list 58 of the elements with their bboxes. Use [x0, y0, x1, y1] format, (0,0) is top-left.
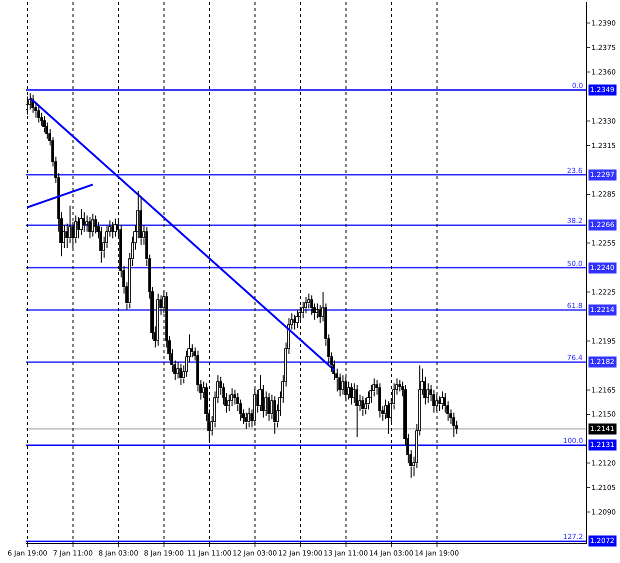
candlestick: [239, 399, 242, 422]
candlestick: [443, 392, 446, 414]
candlestick: [364, 397, 367, 415]
candlestick: [247, 407, 250, 428]
candlestick: [179, 363, 182, 386]
candlestick: [315, 302, 318, 319]
candlestick: [105, 224, 108, 249]
candlestick: [273, 396, 276, 434]
candlestick: [42, 116, 46, 133]
candlestick: [45, 122, 48, 140]
candlestick: [446, 400, 449, 422]
candlestick: [352, 382, 355, 404]
candlestick: [361, 396, 364, 416]
candlestick: [88, 216, 91, 239]
candlestick: [236, 392, 239, 412]
candlestick: [318, 304, 321, 324]
candlestick: [304, 296, 307, 314]
candlestick: [82, 212, 85, 232]
candlestick: [40, 112, 43, 126]
candlestick: [341, 374, 344, 396]
candlestick: [136, 190, 139, 239]
candlestick: [426, 382, 429, 404]
candlestick: [227, 394, 230, 412]
candlestick: [65, 223, 68, 249]
candlestick: [270, 394, 273, 420]
candlestick: [222, 382, 225, 405]
candlestick: [449, 408, 452, 425]
candlestick: [355, 384, 358, 438]
candlestick: [37, 106, 40, 124]
candlestick: [79, 208, 83, 236]
candlestick: [230, 388, 233, 407]
candlestick: [310, 294, 313, 316]
candlestick: [233, 389, 236, 405]
candlestick: [372, 378, 375, 397]
candlestick: [185, 350, 188, 378]
candlestick: [369, 384, 372, 404]
candlestick: [85, 214, 88, 232]
candlestick: [264, 390, 267, 416]
candlestick: [156, 293, 159, 346]
candlestick: [307, 293, 310, 309]
candlestick: [366, 390, 370, 410]
candlestick: [176, 362, 179, 379]
candlestick: [99, 226, 102, 264]
candlestick: [378, 382, 381, 418]
candlestick: [94, 214, 97, 234]
candlestick: [452, 412, 455, 438]
candlestick: [28, 92, 31, 110]
candlestick: [429, 384, 432, 402]
candlestick: [34, 102, 37, 118]
candlestick: [74, 214, 77, 244]
candlestick: [219, 376, 222, 396]
candlestick: [455, 420, 458, 434]
candlestick: [244, 412, 247, 430]
candlestick: [196, 350, 199, 392]
candlestick: [68, 205, 71, 244]
candlestick: [91, 213, 94, 238]
candlestick: [267, 392, 270, 422]
candlestick: [338, 373, 341, 397]
